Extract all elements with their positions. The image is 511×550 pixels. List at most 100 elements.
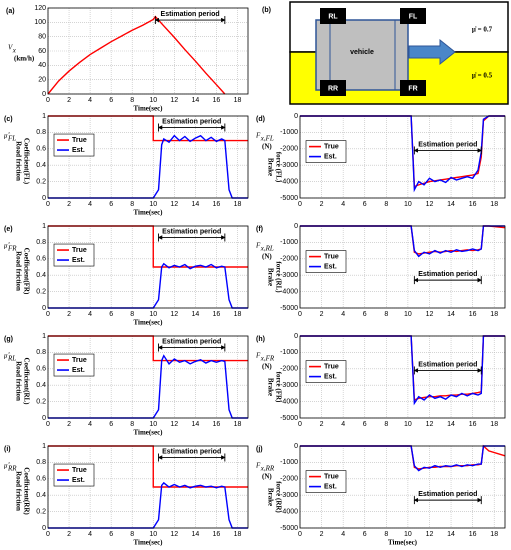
y-tick-label: -3000 [280, 272, 298, 279]
x-tick-label: 2 [320, 421, 324, 428]
x-axis-label: Time(sec) [133, 539, 163, 547]
x-tick-label: 0 [298, 421, 302, 428]
x-tick-label: 2 [67, 421, 71, 428]
y-tick-label: 0.6 [36, 366, 46, 373]
x-tick-label: 8 [384, 311, 388, 318]
x-tick-label: 0 [46, 311, 50, 318]
chart: -5000 -4000 -3000 -2000 -1000 0 0 2 4 6 8 10 12 14 16 1… [255, 333, 506, 428]
y-tick-label: -4000 [280, 398, 298, 405]
y-tick-label: 0.6 [36, 146, 46, 153]
wheel [320, 8, 346, 24]
y-symbol-sub: x,FR [260, 355, 275, 363]
y-tick-label: 0 [42, 305, 46, 312]
y-tick-label: 1 [42, 223, 46, 230]
y-tick-label: -4000 [280, 178, 298, 185]
x-tick-label: 18 [490, 201, 498, 208]
y-tick-label: -5000 [280, 305, 298, 312]
x-tick-label: 4 [88, 97, 92, 104]
data-line [300, 335, 505, 406]
y-symbol: F [255, 462, 261, 470]
x-tick-label: 2 [67, 531, 71, 538]
x-tick-label: 14 [191, 531, 199, 538]
legend-label: Est. [72, 367, 85, 374]
y-symbol: F [255, 132, 261, 140]
x-tick-label: 14 [191, 201, 199, 208]
x-tick-label: 8 [130, 421, 134, 428]
x-axis-label: Time(sec) [133, 209, 163, 217]
y-tick-label: 0.4 [36, 382, 46, 389]
x-tick-label: 6 [109, 421, 113, 428]
x-axis-label: Time(sec) [133, 105, 163, 113]
x-tick-label: 0 [298, 311, 302, 318]
chart: -5000 -4000 -3000 -2000 -1000 0 0 2 4 6 8 10 12 14 16 1… [255, 113, 506, 208]
x-tick-label: 10 [404, 421, 412, 428]
y-symbol-sub: x,RL [260, 245, 274, 253]
panel-label: (f) [256, 226, 263, 233]
plot-area [48, 116, 248, 198]
y-symbol: μ̂ [4, 242, 11, 250]
y-tick-label: 100 [34, 19, 46, 26]
y-unit: (N) [262, 253, 272, 261]
y-tick-label: 0 [294, 333, 298, 340]
x-tick-label: 4 [341, 421, 345, 428]
x-tick-label: 10 [404, 201, 412, 208]
annotation-text: Estimation period [418, 361, 477, 368]
chart: -5000 -4000 -3000 -2000 -1000 0 0 2 4 6 8 10 12 14 16 1… [255, 443, 506, 547]
x-tick-label: 2 [320, 311, 324, 318]
legend-label: True [72, 137, 87, 144]
x-tick-label: 18 [234, 421, 242, 428]
x-tick-label: 0 [46, 421, 50, 428]
y-tick-label: -1000 [280, 239, 298, 246]
x-tick-label: 6 [109, 97, 113, 104]
y-tick-label: 0 [294, 113, 298, 120]
x-tick-label: 18 [234, 311, 242, 318]
x-tick-label: 8 [130, 97, 134, 104]
x-tick-label: 14 [447, 531, 455, 538]
x-tick-label: 4 [88, 201, 92, 208]
y-tick-label: 1 [42, 443, 46, 450]
x-tick-label: 16 [213, 421, 221, 428]
y-unit: (N) [262, 473, 272, 481]
direction-arrow [408, 38, 456, 66]
y-tick-label: -4000 [280, 288, 298, 295]
panel-label: (h) [256, 336, 265, 343]
y-tick-label: 0 [42, 195, 46, 202]
annotation-text: Estimation period [418, 141, 477, 148]
plot-frame [299, 335, 506, 419]
y-tick-label: -2000 [280, 146, 298, 153]
data-line [300, 225, 505, 258]
wheel [400, 80, 426, 96]
zone-label: μ̇ = 0.7 [472, 26, 493, 34]
x-tick-label: 8 [384, 531, 388, 538]
x-tick-label: 12 [170, 97, 178, 104]
annotation-text: Estimation period [162, 118, 221, 125]
y-symbol: μ̂ [4, 462, 11, 470]
x-tick-label: 16 [213, 311, 221, 318]
y-tick-label: 0 [294, 223, 298, 230]
x-tick-label: 14 [191, 421, 199, 428]
x-tick-label: 0 [46, 97, 50, 104]
x-tick-label: 8 [384, 421, 388, 428]
x-tick-label: 18 [234, 531, 242, 538]
x-tick-label: 10 [404, 531, 412, 538]
x-tick-label: 14 [447, 311, 455, 318]
y-axis-label: force (FR) [274, 372, 282, 403]
x-tick-label: 6 [363, 421, 367, 428]
y-symbol-sub: x,RR [260, 465, 275, 473]
legend-label: Est. [324, 153, 337, 160]
y-axis-label: Brake [266, 268, 274, 286]
x-tick-label: 2 [320, 201, 324, 208]
panel-label: (e) [4, 226, 13, 233]
y-tick-label: -1000 [280, 129, 298, 136]
x-tick-label: 2 [67, 97, 71, 104]
panel-label: (b) [262, 7, 271, 14]
x-tick-label: 12 [426, 421, 434, 428]
y-symbol: V [8, 44, 13, 52]
y-axis-label: Coefficient(FR) [22, 248, 30, 295]
y-tick-label: 0.4 [36, 162, 46, 169]
y-symbol-sub: RL [7, 355, 16, 363]
y-tick-label: 0 [42, 91, 46, 98]
y-axis-label: force (RR) [274, 481, 282, 513]
